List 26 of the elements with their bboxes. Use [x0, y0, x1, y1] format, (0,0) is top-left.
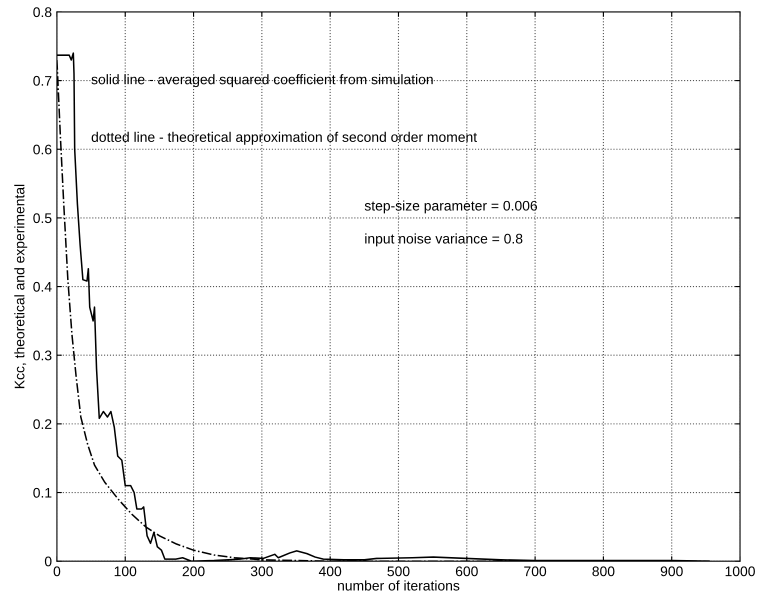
x-tick-label: 400: [318, 566, 342, 576]
y-tick-label: 0.3: [33, 350, 52, 360]
x-tick-label: 600: [456, 566, 478, 576]
y-tick-label: 0: [44, 556, 52, 566]
y-tick-label: 0.6: [33, 144, 52, 154]
x-tick-label: 0: [54, 566, 60, 576]
y-tick-label: 0.1: [33, 488, 52, 498]
annotation: input noise variance = 0.8: [365, 233, 522, 246]
y-tick-label: 0.8: [33, 7, 52, 18]
x-tick-label: 800: [592, 566, 614, 576]
x-tick-label: 200: [182, 566, 205, 576]
y-tick-label: 0.5: [33, 213, 52, 224]
x-tick-label: 500: [387, 566, 410, 576]
annotation: step-size parameter = 0.006: [364, 200, 538, 214]
x-tick-label: 1000: [726, 566, 755, 576]
y-tick-label: 0.4: [33, 282, 52, 292]
y-tick-label: 0.2: [33, 419, 52, 430]
x-tick-label: 900: [660, 566, 683, 576]
x-tick-label: 300: [250, 566, 273, 576]
x-tick-label: 100: [114, 566, 136, 576]
annotation: solid line - averaged squared coefficient from simulation: [91, 74, 433, 88]
x-axis-title: number of iterations: [338, 580, 460, 591]
x-tick-label: 700: [524, 566, 546, 576]
y-tick-label: 0.7: [33, 76, 52, 86]
y-axis-title: Kcc, theoretical and experimental: [14, 184, 28, 388]
annotation: dotted line - theoretical approximation of second order moment: [92, 132, 477, 145]
